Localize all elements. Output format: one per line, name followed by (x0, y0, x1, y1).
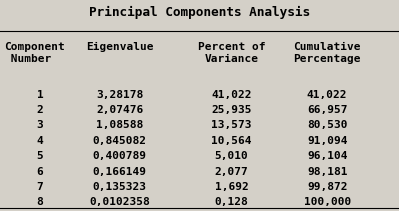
Text: 91,094: 91,094 (307, 136, 348, 146)
Text: 10,564: 10,564 (211, 136, 252, 146)
Text: 2,077: 2,077 (215, 167, 248, 177)
Text: 5: 5 (37, 151, 43, 161)
Text: 6: 6 (37, 167, 43, 177)
Text: 3,28178: 3,28178 (96, 90, 143, 100)
Text: 1,08588: 1,08588 (96, 120, 143, 130)
Text: 1: 1 (37, 90, 43, 100)
Text: 0,128: 0,128 (215, 197, 248, 207)
Text: 41,022: 41,022 (307, 90, 348, 100)
Text: 3: 3 (37, 120, 43, 130)
Text: 98,181: 98,181 (307, 167, 348, 177)
Text: 80,530: 80,530 (307, 120, 348, 130)
Text: 7: 7 (37, 182, 43, 192)
Text: Principal Components Analysis: Principal Components Analysis (89, 6, 310, 19)
Text: 0,166149: 0,166149 (93, 167, 147, 177)
Text: 0,845082: 0,845082 (93, 136, 147, 146)
Text: 100,000: 100,000 (304, 197, 351, 207)
Text: Eigenvalue: Eigenvalue (86, 42, 154, 52)
Text: 13,573: 13,573 (211, 120, 252, 130)
Text: 2: 2 (37, 105, 43, 115)
Text: 1,692: 1,692 (215, 182, 248, 192)
Text: 2,07476: 2,07476 (96, 105, 143, 115)
Text: 5,010: 5,010 (215, 151, 248, 161)
Text: 25,935: 25,935 (211, 105, 252, 115)
Text: 4: 4 (37, 136, 43, 146)
Text: 8: 8 (37, 197, 43, 207)
Text: Cumulative
Percentage: Cumulative Percentage (293, 42, 361, 64)
Text: 0,0102358: 0,0102358 (89, 197, 150, 207)
Text: Percent of
Variance: Percent of Variance (198, 42, 265, 64)
Text: 41,022: 41,022 (211, 90, 252, 100)
Text: 0,135323: 0,135323 (93, 182, 147, 192)
Text: 0,400789: 0,400789 (93, 151, 147, 161)
Text: 96,104: 96,104 (307, 151, 348, 161)
Text: Component
 Number: Component Number (4, 42, 65, 64)
Text: 99,872: 99,872 (307, 182, 348, 192)
Text: 66,957: 66,957 (307, 105, 348, 115)
